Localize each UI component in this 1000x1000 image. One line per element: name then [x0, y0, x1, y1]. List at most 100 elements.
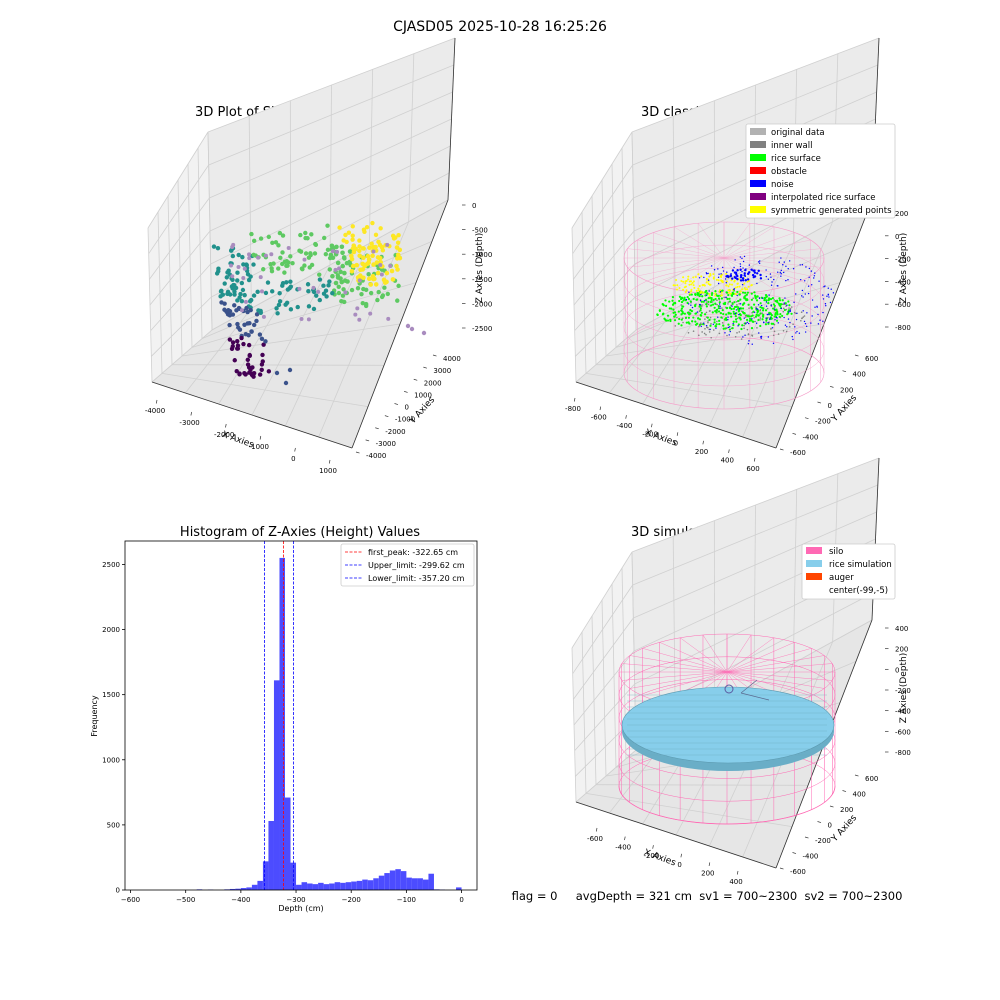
tick-label: -2000	[385, 428, 405, 436]
data-point	[716, 294, 719, 297]
data-point	[673, 315, 676, 318]
data-point	[385, 242, 390, 247]
data-point	[694, 293, 697, 296]
data-point	[751, 311, 753, 314]
data-point	[251, 238, 257, 244]
tick-label: 0	[291, 455, 295, 463]
data-point	[302, 257, 307, 262]
y-axis-label: Y Axies	[829, 813, 859, 845]
data-point	[795, 293, 797, 295]
data-point	[227, 337, 233, 342]
data-point	[748, 271, 751, 274]
data-point	[825, 305, 827, 307]
data-point	[327, 267, 332, 272]
data-point	[690, 293, 693, 296]
data-point	[325, 223, 330, 228]
data-point	[767, 278, 770, 281]
data-point	[713, 321, 716, 324]
data-point	[740, 327, 743, 331]
data-point	[251, 252, 256, 258]
data-point	[739, 303, 742, 305]
data-point	[707, 282, 710, 285]
data-point	[287, 367, 293, 373]
data-point	[682, 288, 685, 291]
data-point	[689, 312, 692, 315]
data-point	[765, 269, 767, 271]
tick-mark	[375, 427, 379, 430]
data-point	[280, 233, 286, 238]
data-point	[732, 307, 736, 310]
data-point	[714, 292, 717, 295]
data-point	[727, 291, 730, 294]
data-point	[378, 263, 383, 268]
data-point	[788, 311, 790, 313]
data-point	[785, 279, 787, 282]
data-point	[802, 316, 805, 318]
y-tick-label: 500	[107, 821, 120, 829]
data-point	[225, 289, 231, 294]
data-point	[263, 339, 268, 344]
data-point	[712, 323, 715, 325]
data-point	[705, 272, 708, 274]
tick-label: 0	[895, 233, 899, 241]
silo-wire	[659, 642, 728, 673]
data-point	[736, 277, 739, 281]
data-point	[753, 316, 755, 319]
data-point	[397, 247, 403, 253]
data-point	[290, 261, 295, 266]
tick-label: -400	[895, 708, 911, 716]
silo-wire	[621, 671, 728, 681]
data-point	[746, 291, 749, 294]
data-point	[789, 321, 791, 324]
histogram-bar	[240, 888, 247, 890]
data-point	[306, 289, 311, 294]
data-point	[671, 299, 674, 302]
data-point	[729, 307, 732, 310]
legend-label: first_peak: -322.65 cm	[368, 548, 458, 557]
data-point	[703, 322, 705, 324]
legend-label: auger	[829, 573, 854, 583]
data-point	[788, 260, 791, 262]
data-point	[680, 300, 684, 304]
tick-label: -200	[895, 256, 911, 264]
data-point	[256, 255, 261, 260]
data-point	[255, 289, 260, 295]
data-point	[762, 309, 765, 312]
data-point	[777, 322, 779, 324]
data-point	[803, 320, 806, 323]
legend-label: symmetric generated points	[771, 206, 892, 216]
data-point	[743, 291, 747, 294]
data-point	[741, 279, 745, 282]
tick-label: 200	[895, 646, 908, 654]
x-tick-label: −100	[397, 896, 416, 904]
plot-histogram: Histogram of Z-Axies (Height) Values −60…	[90, 525, 478, 913]
data-point	[789, 310, 791, 313]
data-point	[757, 308, 759, 310]
data-point	[239, 280, 245, 286]
data-point	[695, 322, 699, 325]
data-point	[756, 282, 758, 285]
data-point	[694, 320, 697, 323]
data-point	[769, 297, 773, 301]
data-point	[374, 260, 380, 265]
data-point	[710, 336, 712, 339]
data-point	[694, 312, 697, 315]
data-point	[710, 293, 714, 297]
data-point	[725, 272, 728, 275]
data-point	[361, 246, 366, 251]
data-point	[701, 284, 704, 287]
data-point	[216, 269, 221, 274]
data-point	[741, 288, 744, 291]
data-point	[725, 318, 728, 322]
data-point	[709, 274, 712, 277]
data-point	[705, 333, 707, 336]
data-point	[288, 254, 293, 259]
data-point	[708, 295, 711, 298]
data-point	[306, 255, 312, 260]
data-point	[720, 297, 724, 300]
data-point	[702, 300, 705, 303]
tick-mark	[736, 870, 739, 875]
data-point	[731, 327, 734, 330]
data-point	[738, 293, 741, 296]
tick-label: -200	[643, 852, 659, 860]
